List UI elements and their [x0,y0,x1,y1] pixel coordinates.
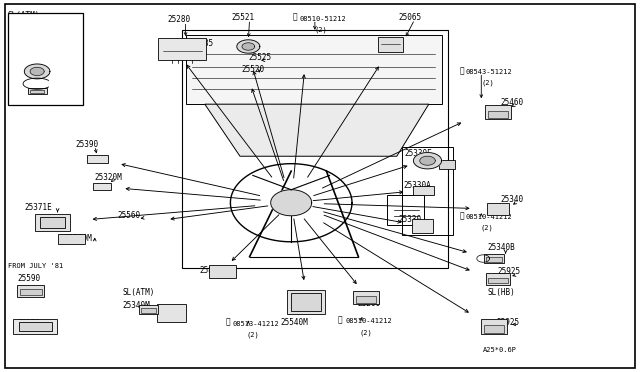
Bar [209,265,236,278]
Bar [139,305,158,314]
Polygon shape [24,64,50,79]
Text: SL(HB): SL(HB) [488,288,515,297]
Text: (2): (2) [481,80,494,86]
Text: 25330E: 25330E [404,149,432,158]
Text: (2): (2) [246,331,259,338]
Bar [30,90,44,93]
Bar [35,214,70,231]
Text: 25280: 25280 [168,15,191,24]
Bar [13,319,57,334]
Bar [486,257,502,262]
Text: 25390: 25390 [76,140,99,149]
Text: 25460: 25460 [500,98,524,107]
Text: 25371E: 25371E [24,203,52,212]
Bar [402,147,453,235]
Polygon shape [420,156,435,165]
Bar [158,38,206,60]
Text: 25590: 25590 [18,275,41,283]
Bar [58,234,85,244]
Polygon shape [237,40,260,53]
Text: A25*0.6P: A25*0.6P [483,347,517,353]
Text: 25521: 25521 [232,13,255,22]
Text: 08513-41212: 08513-41212 [232,321,279,327]
Polygon shape [30,67,44,76]
Text: 25340: 25340 [500,195,524,204]
Text: 25925: 25925 [498,267,521,276]
Bar [356,296,376,303]
Bar [378,37,403,52]
Text: Ⓢ: Ⓢ [460,211,464,220]
Bar [353,291,379,304]
Text: 25285: 25285 [191,39,214,48]
Text: 25925: 25925 [496,318,519,327]
Text: 25540M: 25540M [280,318,308,327]
Text: 25880: 25880 [200,266,223,275]
Text: Ⓢ: Ⓢ [338,315,342,324]
Text: 08510-41212: 08510-41212 [466,214,513,220]
Polygon shape [413,153,442,169]
Bar [413,186,434,195]
Text: 25231D: 25231D [165,49,193,58]
Bar [412,219,433,233]
Bar [387,195,424,225]
Bar [28,88,47,94]
Bar [481,319,507,334]
Text: 25525: 25525 [248,54,271,62]
Text: 08543-51212: 08543-51212 [466,69,513,75]
Text: 25371: 25371 [18,319,41,328]
Text: FROM JULY '81: FROM JULY '81 [8,263,63,269]
Text: 25320M: 25320M [16,26,44,35]
Text: 25395B: 25395B [163,39,191,48]
Bar [8,13,83,105]
Text: 25260: 25260 [357,299,380,308]
Text: 25340M: 25340M [123,301,150,310]
Text: Ⓢ: Ⓢ [460,66,464,75]
Bar [17,285,44,297]
Polygon shape [205,104,429,156]
Bar [182,30,448,268]
Text: Ⓢ: Ⓢ [225,318,230,327]
Bar [19,322,52,331]
Text: 25320M: 25320M [95,173,122,182]
Bar [291,293,321,311]
Bar [157,304,186,322]
Bar [20,289,42,295]
Bar [87,155,108,163]
Polygon shape [242,43,255,50]
Bar [484,254,504,263]
Bar [485,105,511,119]
Text: SL(ATM): SL(ATM) [123,288,156,297]
Bar [486,273,510,285]
Text: 25560M: 25560M [64,234,92,243]
Bar [484,325,504,333]
Text: 08510-41212: 08510-41212 [346,318,392,324]
Bar [93,183,111,190]
Polygon shape [271,190,312,216]
Text: Ⓢ: Ⓢ [293,13,298,22]
Bar [487,203,509,215]
Text: 25330A: 25330A [403,182,431,190]
Text: 08510-51212: 08510-51212 [300,16,346,22]
Bar [141,308,156,312]
Text: 25520: 25520 [242,65,265,74]
Text: SL(ATM): SL(ATM) [8,12,40,20]
Bar [484,321,504,332]
Text: (2): (2) [315,26,328,33]
Bar [287,290,325,314]
Bar [439,160,455,169]
Bar [488,278,508,283]
Text: 25560: 25560 [117,211,140,220]
Bar [186,35,442,104]
Bar [40,217,65,228]
Text: 25065: 25065 [398,13,421,22]
Text: (2): (2) [360,329,372,336]
Bar [488,111,508,118]
Text: 25330: 25330 [398,215,421,224]
Text: (2): (2) [480,225,493,231]
Text: 25340B: 25340B [488,243,515,252]
